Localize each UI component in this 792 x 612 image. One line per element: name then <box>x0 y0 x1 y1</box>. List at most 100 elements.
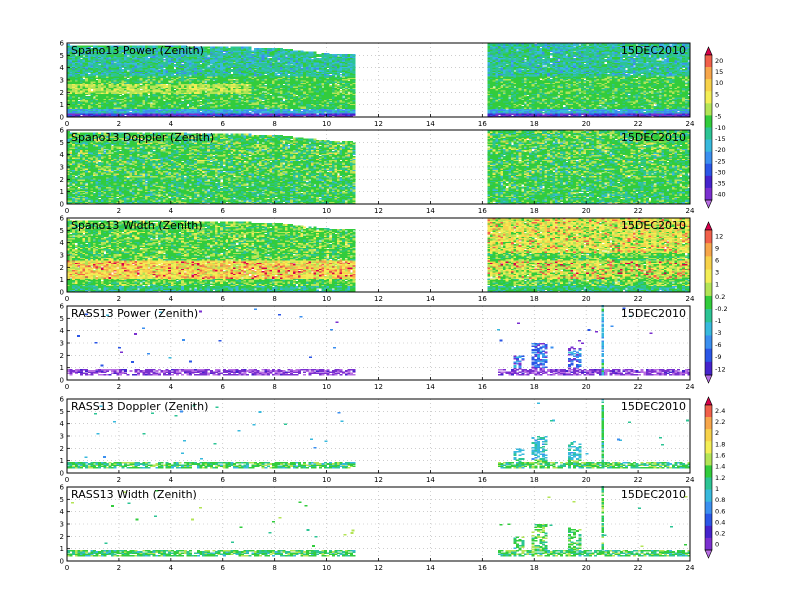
data-cell <box>93 97 96 99</box>
data-cell <box>205 89 208 91</box>
data-cell <box>124 91 127 93</box>
data-cell <box>295 50 298 52</box>
data-cell <box>160 89 163 91</box>
data-cell <box>231 74 234 76</box>
data-cell <box>179 105 182 107</box>
data-cell <box>264 48 267 50</box>
data-cell <box>231 110 234 112</box>
data-cell <box>233 63 236 65</box>
data-cell <box>244 47 247 49</box>
data-cell <box>173 90 176 92</box>
data-cell <box>173 69 176 71</box>
data-cell <box>147 97 150 99</box>
data-cell <box>233 80 236 82</box>
data-cell <box>192 102 195 104</box>
data-cell <box>114 63 117 65</box>
data-cell <box>223 47 226 49</box>
data-cell <box>114 105 117 107</box>
data-cell <box>269 58 272 60</box>
data-cell <box>228 48 231 50</box>
data-cell <box>257 100 260 102</box>
data-cell <box>207 57 210 59</box>
data-cell <box>199 64 202 66</box>
data-cell <box>257 48 260 50</box>
data-cell <box>246 47 249 49</box>
data-cell <box>186 106 189 108</box>
data-cell <box>277 75 280 77</box>
data-cell <box>77 99 80 101</box>
data-cell <box>181 97 184 99</box>
data-cell <box>207 66 210 68</box>
radar-profiler-figure: 0 2 4 6 8 10 12 14 16 18 20 22 240123456Spano13 Powe… <box>0 0 792 612</box>
data-cell <box>231 69 234 71</box>
data-cell <box>212 81 215 83</box>
data-cell <box>181 64 184 66</box>
data-cell <box>199 106 202 108</box>
data-cell <box>259 48 262 50</box>
data-cell <box>272 48 275 50</box>
data-cell <box>122 95 125 97</box>
data-cell <box>264 85 267 87</box>
data-cell <box>77 101 80 103</box>
data-cell <box>241 105 244 107</box>
data-cell <box>147 95 150 97</box>
data-cell <box>189 100 192 102</box>
data-cell <box>251 50 254 52</box>
data-cell <box>166 85 169 87</box>
data-cell <box>285 57 288 59</box>
data-cell <box>127 94 130 96</box>
data-cell <box>264 92 267 94</box>
data-cell <box>171 81 174 83</box>
data-cell <box>150 103 153 105</box>
data-cell <box>98 65 101 67</box>
data-cell <box>218 47 221 49</box>
data-cell <box>272 63 275 65</box>
data-cell <box>127 71 130 73</box>
data-cell <box>192 107 195 109</box>
data-cell <box>163 69 166 71</box>
data-cell <box>236 47 239 49</box>
data-cell <box>210 47 213 49</box>
data-cell <box>96 76 99 78</box>
data-cell <box>288 75 291 77</box>
data-cell <box>269 95 272 97</box>
data-cell <box>282 85 285 87</box>
data-cell <box>254 70 257 72</box>
data-cell <box>189 76 192 78</box>
data-cell <box>163 59 166 61</box>
data-cell <box>145 81 148 83</box>
data-cell <box>212 47 215 49</box>
data-cell <box>119 100 122 102</box>
data-cell <box>173 64 176 66</box>
data-cell <box>202 70 205 72</box>
data-cell <box>158 70 161 72</box>
data-cell <box>267 58 270 60</box>
data-cell <box>251 113 254 115</box>
data-cell <box>207 47 210 49</box>
data-cell <box>290 49 293 51</box>
data-cell <box>241 99 244 101</box>
data-cell <box>163 62 166 64</box>
data-cell <box>282 101 285 103</box>
data-cell <box>262 101 265 103</box>
data-cell <box>205 47 208 49</box>
data-cell <box>168 82 171 84</box>
data-cell <box>163 101 166 103</box>
data-cell <box>158 110 161 112</box>
data-cell <box>275 73 278 75</box>
data-cell <box>275 48 278 50</box>
data-cell <box>259 115 262 117</box>
data-cell <box>173 75 176 77</box>
data-cell <box>142 105 145 107</box>
data-cell <box>210 103 213 105</box>
data-cell <box>127 79 130 81</box>
data-cell <box>220 47 223 49</box>
data-cell <box>290 65 293 67</box>
data-cell <box>85 96 88 98</box>
data-cell <box>285 65 288 67</box>
data-cell <box>122 69 125 71</box>
data-cell <box>88 96 91 98</box>
data-cell <box>293 50 296 52</box>
data-cell <box>293 105 296 107</box>
